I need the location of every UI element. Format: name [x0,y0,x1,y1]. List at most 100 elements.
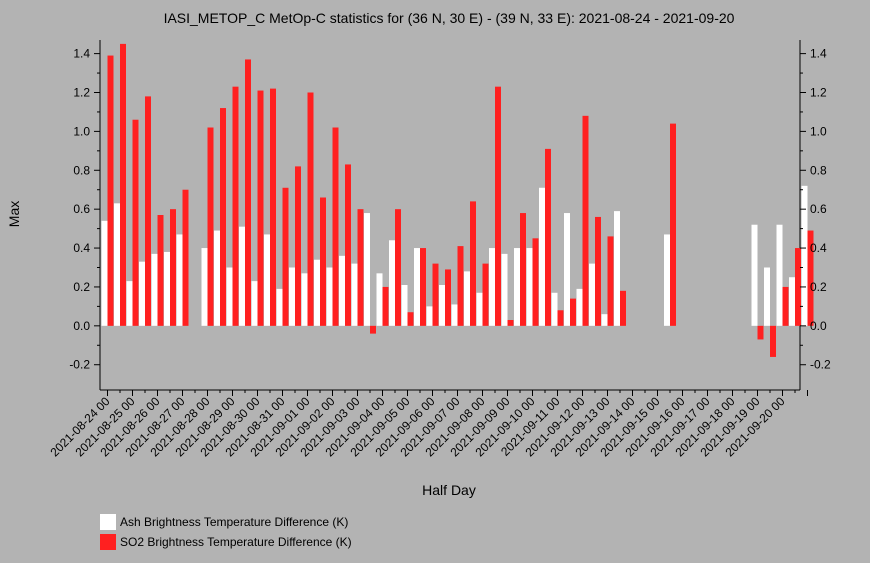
ash-bar [226,267,233,326]
y-tick-label-left: 0.2 [73,280,90,294]
ash-bar [801,185,808,326]
so2-bar [157,215,164,326]
so2-bar [170,209,176,326]
ash-bar [389,240,395,326]
so2-bar [757,325,764,340]
y-tick-label-right: 0.8 [810,163,827,177]
y-tick-label-right: 1.2 [810,86,827,100]
so2-bar [482,263,489,326]
ash-bar [301,273,308,326]
so2-bar [395,209,401,326]
legend-label-so2: SO2 Brightness Temperature Difference (K… [120,535,352,549]
ash-bar [514,248,520,326]
ash-bar [314,259,320,326]
so2-bar [570,298,576,326]
so2-bar [145,96,151,326]
so2-bar [257,90,264,326]
so2-bar [107,55,114,326]
so2-bar [545,148,551,326]
so2-bar [595,216,601,326]
ash-bar [501,253,508,326]
so2-bar [670,123,676,326]
ash-bar [139,261,145,326]
ash-bar [564,213,570,326]
y-axis-label: Max [6,201,22,227]
legend-item-so2: SO2 Brightness Temperature Difference (K… [100,532,352,552]
ash-bar [751,224,758,326]
so2-bar [357,209,364,326]
y-tick-label-right: -0.2 [810,358,831,372]
so2-bar [382,286,389,326]
ash-bar [439,285,445,326]
ash-bar [376,273,383,326]
so2-bar [420,248,426,326]
ash-bar [576,288,583,326]
so2-bar [120,43,126,326]
legend-swatch-so2 [100,534,116,550]
y-tick-label-left: -0.2 [69,358,90,372]
legend-swatch-ash [100,514,116,530]
y-tick-label-right: 1.4 [810,47,827,61]
so2-bar [470,201,476,326]
legend-label-ash: Ash Brightness Temperature Difference (K… [120,515,349,529]
so2-bar [620,290,626,326]
ash-bar [664,234,670,326]
so2-bar [232,86,239,326]
so2-bar [132,119,139,326]
ash-bar [476,292,483,326]
x-axis-label: Half Day [422,482,476,498]
y-tick-label-right: 0.2 [810,280,827,294]
ash-bar [614,211,620,326]
ash-bar [764,267,770,326]
ash-bar [364,213,370,326]
ash-bar [526,248,533,326]
so2-bar [370,325,376,334]
so2-bar [207,127,214,326]
bars [101,43,814,357]
ash-bar [776,224,783,326]
so2-bar [307,92,314,326]
ash-bar [239,226,245,326]
so2-bar [282,187,289,326]
y-tick-label-right: 0.6 [810,202,827,216]
y-tick-label-left: 0.0 [73,319,90,333]
y-tick-label-left: 0.8 [73,163,90,177]
so2-bar [270,88,276,326]
ash-bar [326,267,333,326]
ash-bar [451,304,458,326]
y-tick-label-left: 1.4 [73,47,90,61]
ash-bar [489,248,495,326]
ash-bar [414,248,420,326]
y-tick-label-left: 0.6 [73,202,90,216]
so2-bar [607,236,614,326]
axes [99,40,801,391]
ticks: -0.2 -0.2 0.0 0.0 0.2 0.2 0.4 0.4 0.6 0.6 0.8 0.8 1.… [48,47,831,460]
so2-bar [770,325,776,357]
ash-bar [251,281,258,326]
ash-bar [164,251,170,326]
ash-bar [101,220,108,326]
so2-bar [557,310,564,326]
so2-bar [295,166,301,326]
so2-bar [795,248,801,326]
so2-bar [432,263,439,326]
ash-bar [601,314,608,326]
so2-bar [457,246,464,326]
ash-bar [539,187,545,326]
chart-title: IASI_METOP_C MetOp-C statistics for (36 … [164,10,735,26]
ash-bar [114,203,120,326]
so2-bar [520,213,526,326]
ash-bar [276,288,283,326]
ash-bar [126,281,133,326]
so2-bar [320,197,326,326]
ash-bar [151,253,158,326]
ash-bar [176,234,183,326]
legend: Ash Brightness Temperature Difference (K… [100,512,352,552]
y-tick-label-right: 1.0 [810,124,827,138]
y-tick-label-left: 1.0 [73,124,90,138]
ash-bar [214,230,220,326]
ash-bar [789,277,795,326]
so2-bar [407,312,414,326]
so2-bar [245,59,251,326]
